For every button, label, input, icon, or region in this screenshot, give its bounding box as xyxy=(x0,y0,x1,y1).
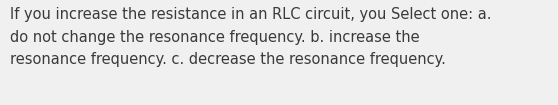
Text: If you increase the resistance in an RLC circuit, you Select one: a.
do not chan: If you increase the resistance in an RLC… xyxy=(10,7,492,67)
